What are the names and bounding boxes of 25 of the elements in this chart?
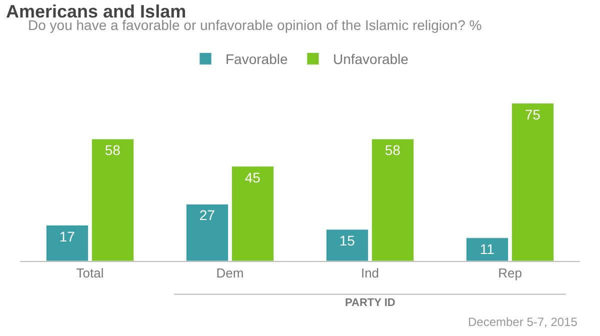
bar [232, 166, 274, 261]
legend-label: Favorable [226, 51, 288, 68]
data-label: 15 [339, 232, 356, 248]
data-label: 58 [384, 142, 401, 158]
x-tick-label: Ind [360, 266, 380, 281]
bar [372, 138, 414, 261]
x-tick-label: Total [76, 266, 104, 281]
x-tick-label: Dem [216, 266, 244, 281]
text: PARTY ID [345, 297, 396, 309]
bar [46, 225, 88, 261]
data-label: 58 [104, 142, 121, 158]
data-label: 75 [524, 106, 541, 122]
bar [512, 103, 554, 261]
text: December 5-7, 2015 [468, 315, 578, 329]
bar [326, 229, 368, 261]
data-label: 17 [59, 228, 76, 244]
data-label: 27 [199, 207, 216, 224]
legend-label: Unfavorable [332, 51, 409, 68]
bar [466, 238, 508, 261]
data-label: 11 [480, 240, 495, 257]
bar [186, 204, 228, 261]
bar [92, 138, 134, 261]
chart-subtitle: Do you have a favorable or unfavorable opinion of the Islamic religion? % [28, 17, 482, 33]
data-label: 45 [244, 169, 261, 186]
x-tick-label: Rep [498, 266, 522, 281]
